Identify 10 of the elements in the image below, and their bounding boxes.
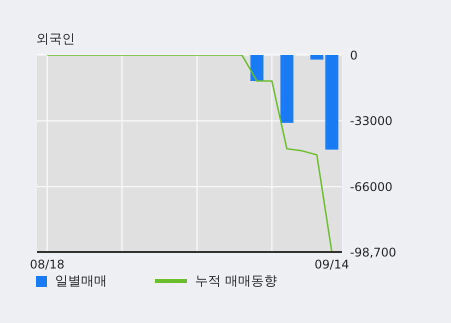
y-tick-label: -66000 (350, 180, 393, 194)
y-tick-label: -98,700 (350, 245, 396, 260)
line-series (46, 55, 333, 252)
legend-label: 일별매매 (55, 273, 107, 290)
chart-title: 외국인 (36, 31, 75, 48)
legend-label: 누적 매매동향 (195, 273, 278, 290)
y-tick-label: 0 (350, 48, 358, 62)
x-tick-label: 09/14 (314, 258, 350, 272)
x-tick-label: 08/18 (30, 258, 64, 272)
y-tick-label: -33000 (350, 114, 393, 128)
